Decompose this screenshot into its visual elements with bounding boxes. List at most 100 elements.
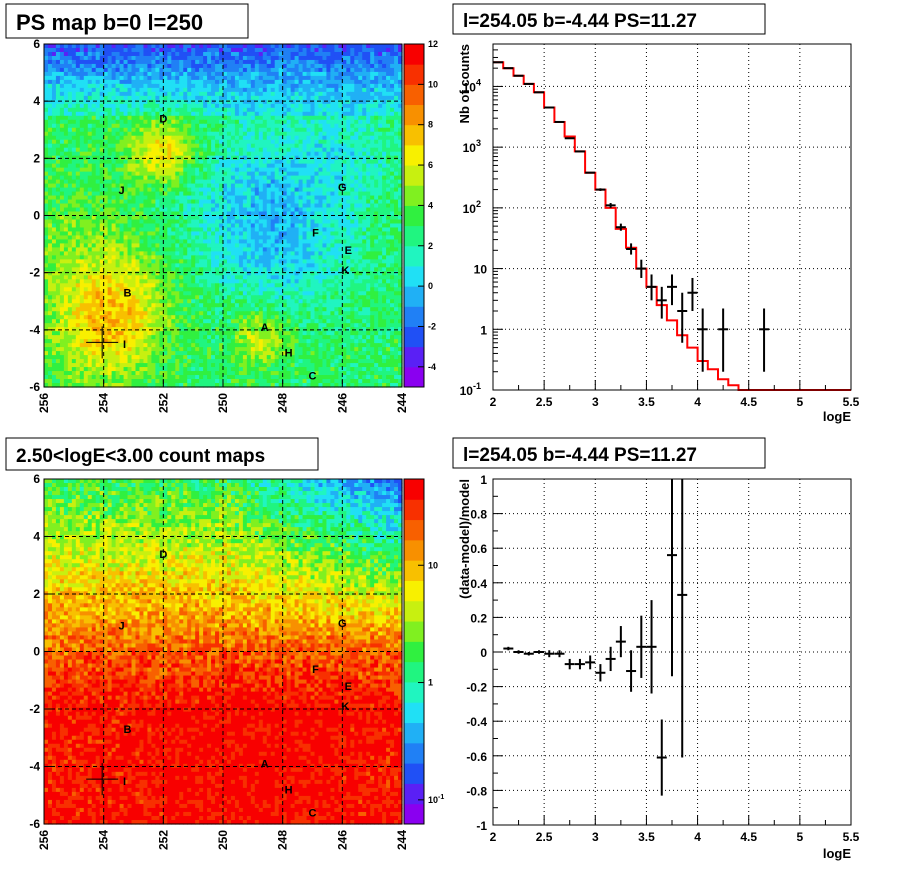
heatmap-cell <box>310 227 316 233</box>
heatmap-cell <box>59 167 65 173</box>
heatmap-cell <box>394 159 399 165</box>
heatmap-cell <box>326 79 331 85</box>
heatmap-cell <box>246 87 252 93</box>
heatmap-cell <box>59 47 65 53</box>
heatmap-cell <box>278 183 284 189</box>
heatmap-cell <box>250 123 256 129</box>
heatmap-cell <box>238 207 244 213</box>
heatmap-cell <box>207 171 212 177</box>
heatmap-cell <box>298 47 304 53</box>
heatmap-cell <box>342 55 347 61</box>
heatmap-cell <box>111 171 117 177</box>
heatmap-cell <box>262 135 268 141</box>
heatmap-cell <box>67 179 73 185</box>
heatmap-cell <box>51 243 57 249</box>
heatmap-cell <box>230 67 236 73</box>
heatmap-cell <box>91 87 97 93</box>
heatmap-cell <box>230 191 236 197</box>
heatmap-cell <box>294 55 300 61</box>
heatmap-cell <box>171 195 176 201</box>
heatmap-cell <box>79 135 85 141</box>
heatmap-cell <box>238 251 244 256</box>
heatmap-cell <box>386 111 391 117</box>
heatmap-cell <box>211 251 216 256</box>
heatmap-cell <box>123 119 129 125</box>
heatmap-cell <box>103 127 109 133</box>
heatmap-cell <box>262 55 268 61</box>
heatmap-cell <box>330 163 335 169</box>
heatmap-cell <box>282 87 288 93</box>
heatmap-cell <box>338 259 343 264</box>
heatmap-cell <box>306 187 312 193</box>
heatmap-cell <box>234 167 240 173</box>
heatmap-cell <box>354 119 359 125</box>
heatmap-cell <box>99 123 105 129</box>
heatmap-cell <box>131 227 137 233</box>
heatmap-cell <box>370 223 375 229</box>
heatmap-cell <box>254 243 260 249</box>
heatmap-cell <box>322 183 328 189</box>
heatmap-cell <box>254 47 260 53</box>
heatmap-cell <box>211 163 216 169</box>
heatmap-cell <box>342 171 347 177</box>
heatmap-cell <box>398 243 403 249</box>
heatmap-cell <box>143 203 149 209</box>
heatmap-cell <box>111 239 117 245</box>
heatmap-cell <box>390 219 395 225</box>
heatmap-cell <box>242 251 248 256</box>
heatmap-cell <box>246 163 252 169</box>
heatmap-cell <box>290 75 296 81</box>
heatmap-cell <box>238 95 244 101</box>
heatmap-cell <box>119 259 125 264</box>
heatmap-cell <box>127 247 133 252</box>
heatmap-cell <box>362 167 367 173</box>
heatmap-cell <box>183 87 188 93</box>
heatmap-cell <box>123 111 129 117</box>
heatmap-cell <box>191 143 196 149</box>
heatmap-cell <box>107 147 113 153</box>
heatmap-cell <box>83 243 89 249</box>
heatmap-cell <box>274 47 280 53</box>
heatmap-cell <box>191 87 196 93</box>
heatmap-cell <box>71 175 77 181</box>
heatmap-cell <box>163 79 168 85</box>
heatmap-cell <box>318 231 324 237</box>
heatmap-cell <box>366 151 371 157</box>
heatmap-cell <box>127 91 133 97</box>
heatmap-cell <box>226 75 232 81</box>
heatmap-cell <box>63 219 69 225</box>
heatmap-cell <box>298 55 304 61</box>
heatmap-cell <box>382 207 387 213</box>
heatmap-cell <box>111 99 117 105</box>
heatmap-cell <box>262 115 268 121</box>
heatmap-cell <box>370 155 375 161</box>
heatmap-cell <box>151 231 156 237</box>
heatmap-cell <box>354 215 359 221</box>
heatmap-cell <box>103 55 109 61</box>
heatmap-cell <box>366 91 371 97</box>
heatmap-cell <box>155 207 160 213</box>
heatmap-cell <box>374 187 379 193</box>
heatmap-cell <box>230 243 236 249</box>
heatmap-cell <box>119 255 125 260</box>
heatmap-cell <box>95 167 101 173</box>
heatmap-cell <box>163 119 168 125</box>
heatmap-cell <box>167 79 172 85</box>
heatmap-cell <box>151 139 156 145</box>
heatmap-cell <box>191 115 196 121</box>
heatmap-cell <box>358 99 363 105</box>
heatmap-cell <box>95 75 101 81</box>
heatmap-cell <box>143 143 149 149</box>
heatmap-cell <box>47 187 53 193</box>
heatmap-cell <box>270 111 276 117</box>
heatmap-cell <box>338 107 343 113</box>
heatmap-cell <box>226 163 232 169</box>
heatmap-cell <box>115 179 121 185</box>
heatmap-cell <box>147 263 152 268</box>
heatmap-cell <box>75 131 81 137</box>
heatmap-cell <box>386 179 391 185</box>
heatmap-cell <box>44 163 49 169</box>
heatmap-cell <box>175 51 180 57</box>
heatmap-cell <box>290 51 296 57</box>
heatmap-cell <box>334 175 339 181</box>
